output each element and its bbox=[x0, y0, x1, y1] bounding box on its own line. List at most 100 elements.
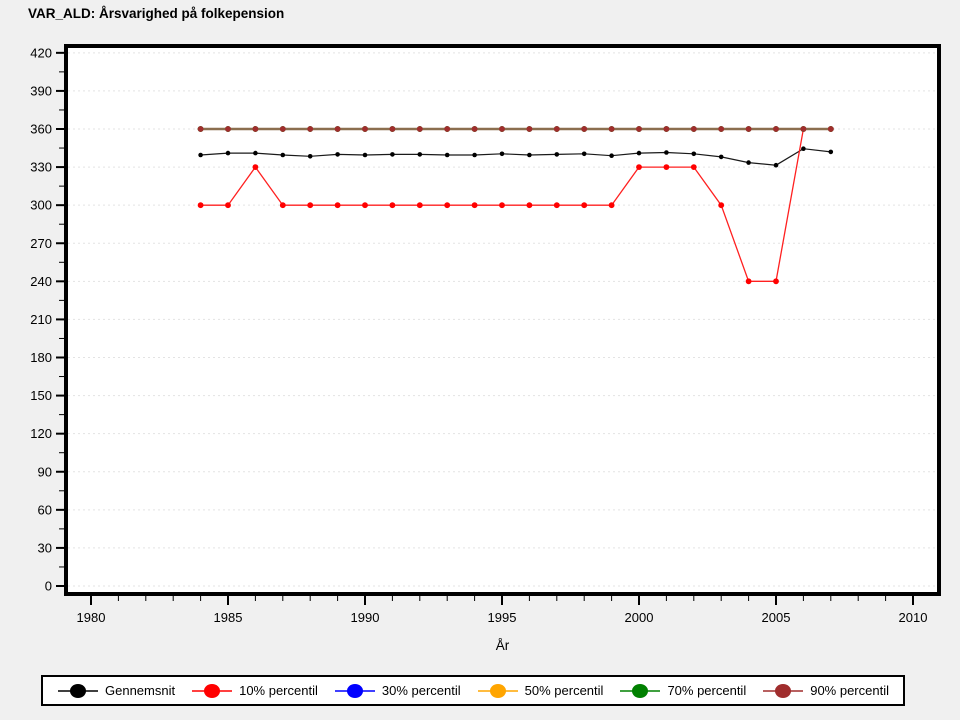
svg-text:420: 420 bbox=[30, 45, 52, 60]
svg-text:240: 240 bbox=[30, 274, 52, 289]
plot-background bbox=[64, 44, 941, 596]
svg-text:330: 330 bbox=[30, 160, 52, 175]
legend-marker-icon bbox=[192, 683, 233, 698]
svg-text:360: 360 bbox=[30, 122, 52, 137]
data-point-marker bbox=[526, 202, 533, 209]
x-axis-label: År bbox=[495, 638, 510, 653]
data-point-marker bbox=[225, 126, 231, 132]
data-point-marker bbox=[252, 164, 259, 171]
data-point-marker bbox=[690, 164, 697, 171]
legend-item-10-percentil: 10% percentil bbox=[191, 683, 318, 699]
data-point-marker bbox=[828, 149, 834, 155]
legend-item-70-percentil: 70% percentil bbox=[619, 683, 746, 699]
data-point-marker bbox=[773, 126, 779, 132]
data-point-marker bbox=[691, 151, 697, 157]
data-point-marker bbox=[389, 202, 396, 209]
svg-text:180: 180 bbox=[30, 350, 52, 365]
data-point-marker bbox=[773, 162, 779, 168]
data-point-marker bbox=[609, 153, 614, 158]
data-point-marker bbox=[307, 154, 313, 159]
data-point-marker bbox=[279, 126, 286, 132]
data-point-marker bbox=[225, 150, 231, 156]
svg-text:1995: 1995 bbox=[488, 610, 517, 625]
series-10-percentil bbox=[197, 126, 834, 285]
data-point-marker bbox=[416, 126, 423, 132]
svg-text:300: 300 bbox=[30, 198, 52, 213]
svg-text:1985: 1985 bbox=[214, 610, 243, 625]
legend-item-30-percentil: 30% percentil bbox=[334, 683, 461, 699]
svg-text:120: 120 bbox=[30, 426, 52, 441]
svg-text:150: 150 bbox=[30, 388, 52, 403]
data-point-marker bbox=[746, 160, 751, 165]
data-point-marker bbox=[690, 126, 697, 132]
data-point-marker bbox=[745, 278, 752, 285]
svg-text:2010: 2010 bbox=[899, 610, 928, 625]
data-point-marker bbox=[745, 126, 752, 132]
data-point-marker bbox=[307, 126, 314, 132]
data-point-marker bbox=[279, 202, 286, 209]
plot-frame bbox=[64, 44, 941, 596]
data-point-marker bbox=[280, 152, 286, 158]
data-point-marker bbox=[608, 126, 615, 132]
data-point-marker bbox=[663, 126, 670, 132]
data-point-marker bbox=[471, 126, 478, 132]
legend-marker-icon bbox=[58, 683, 98, 698]
data-point-marker bbox=[362, 126, 368, 132]
data-point-marker bbox=[499, 151, 505, 157]
legend-marker-icon bbox=[620, 683, 661, 698]
data-point-marker bbox=[334, 202, 341, 209]
data-point-marker bbox=[718, 202, 725, 209]
svg-text:2005: 2005 bbox=[762, 610, 791, 625]
data-point-marker bbox=[800, 126, 807, 132]
svg-text:1980: 1980 bbox=[77, 610, 106, 625]
series-gennemsnit bbox=[198, 146, 834, 168]
data-point-marker bbox=[362, 152, 368, 158]
data-point-marker bbox=[472, 152, 477, 158]
data-point-marker bbox=[581, 126, 588, 132]
data-point-marker bbox=[636, 164, 642, 171]
data-point-marker bbox=[307, 202, 314, 209]
data-point-marker bbox=[416, 202, 423, 209]
data-point-marker bbox=[334, 126, 341, 132]
legend-label: 50% percentil bbox=[524, 683, 604, 698]
svg-text:30: 30 bbox=[38, 540, 52, 555]
data-point-marker bbox=[444, 152, 450, 158]
svg-text:0: 0 bbox=[45, 579, 52, 594]
data-point-marker bbox=[197, 202, 204, 209]
data-point-marker bbox=[526, 126, 533, 132]
data-point-marker bbox=[773, 278, 779, 285]
data-point-marker bbox=[390, 152, 395, 157]
chart-title: VAR_ALD: Årsvarighed på folkepension bbox=[28, 6, 285, 21]
data-point-marker bbox=[225, 202, 231, 209]
legend-item-50-percentil: 50% percentil bbox=[477, 683, 604, 699]
data-point-marker bbox=[827, 126, 834, 132]
legend-marker-icon bbox=[334, 683, 375, 698]
data-point-marker bbox=[801, 146, 806, 151]
legend-item-90-percentil: 90% percentil bbox=[762, 683, 889, 699]
legend-label: 90% percentil bbox=[810, 683, 889, 698]
svg-text:210: 210 bbox=[30, 312, 52, 327]
data-point-marker bbox=[608, 202, 615, 209]
svg-text:90: 90 bbox=[38, 464, 52, 479]
data-point-marker bbox=[499, 202, 505, 209]
data-point-marker bbox=[253, 150, 258, 156]
data-point-marker bbox=[499, 126, 505, 132]
data-point-marker bbox=[362, 202, 368, 209]
svg-text:60: 60 bbox=[38, 502, 52, 517]
data-point-marker bbox=[389, 126, 396, 132]
legend-label: Gennemsnit bbox=[105, 683, 176, 698]
legend: Gennemsnit 10% percentil 30% percentil 50% … bbox=[41, 675, 905, 706]
data-point-marker bbox=[471, 202, 478, 209]
data-point-marker bbox=[417, 152, 423, 157]
svg-text:2000: 2000 bbox=[625, 610, 654, 625]
series-90-percentil bbox=[197, 126, 834, 132]
legend-label: 10% percentil bbox=[239, 683, 318, 698]
y-axis-ticks: 0 30 60 90 120 150 180 210 240 270 300 330 360 390 420 bbox=[30, 45, 64, 594]
plot-area: 0 30 60 90 120 150 180 210 240 270 300 330 360 390 420… bbox=[30, 44, 941, 625]
data-point-marker bbox=[554, 152, 560, 157]
data-point-marker bbox=[444, 126, 451, 132]
data-point-marker bbox=[252, 126, 259, 132]
data-point-marker bbox=[636, 150, 642, 156]
data-point-marker bbox=[581, 202, 588, 209]
data-point-marker bbox=[335, 152, 340, 157]
